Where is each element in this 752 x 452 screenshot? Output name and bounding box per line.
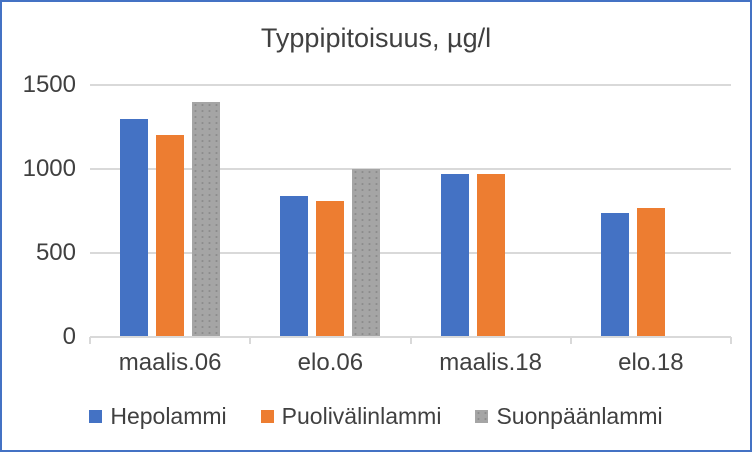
bar-slot: [513, 85, 541, 337]
bar-hepolammi: [440, 174, 469, 337]
x-axis-label-row: maalis.06 elo.06 maalis.18 elo.18: [90, 349, 731, 377]
axis-tick: [249, 337, 252, 344]
legend-label: Hepolammi: [110, 403, 227, 429]
y-tick-label: 1500: [22, 71, 76, 98]
legend-swatch-suonpaanlammi: [475, 410, 489, 423]
bar-slot: [600, 85, 629, 337]
chart-title: Typpipitoisuus, µg/l: [260, 23, 492, 53]
legend-label: Suonpäänlammi: [496, 403, 663, 429]
legend-label: Puolivälinlammi: [281, 403, 442, 429]
bar-slot: [316, 85, 345, 337]
bar-group: [411, 85, 571, 337]
legend-item: Hepolammi: [89, 403, 227, 430]
bar-slot: [673, 85, 701, 337]
bar-slot: [440, 85, 469, 337]
bar-puolivälinlammi: [476, 174, 505, 337]
bar-puolivälinlammi: [156, 135, 185, 337]
bar-puolivälinlammi: [636, 207, 665, 337]
legend-swatch-puolivalinlammi: [260, 410, 274, 423]
bar-groups: [90, 85, 731, 337]
bar-group: [90, 85, 250, 337]
legend-item: Puolivälinlammi: [260, 403, 442, 430]
bar-slot: [280, 85, 309, 337]
bar-slot: [120, 85, 149, 337]
bar-suonpäänlammi: [352, 169, 381, 337]
gridline: [90, 252, 731, 254]
axis-tick: [89, 337, 91, 344]
x-axis-label: elo.06: [297, 349, 364, 376]
axis-tick: [409, 337, 412, 344]
x-axis-label: elo.18: [618, 349, 684, 376]
bar-group: [250, 85, 410, 337]
bar-slot: [352, 85, 381, 337]
plot-area: [89, 84, 732, 344]
x-axis-ticks: [89, 337, 732, 344]
legend-swatch-hepolammi: [89, 410, 103, 423]
y-tick-label: 0: [62, 323, 76, 350]
axis-tick: [730, 337, 732, 344]
bar-hepolammi: [120, 118, 149, 337]
y-axis-labels: 0 500 1000 1500: [2, 71, 76, 350]
bar-slot: [156, 85, 185, 337]
legend-item: Suonpäänlammi: [475, 403, 663, 430]
gridline: [90, 84, 731, 86]
x-axis-label: maalis.06: [118, 349, 222, 376]
legend: Hepolammi Puolivälinlammi Suonpäänlammi: [2, 403, 750, 430]
bar-group: [571, 85, 731, 337]
bar-hepolammi: [600, 212, 629, 337]
gridline: [90, 168, 731, 170]
axis-tick: [569, 337, 572, 344]
bar-puolivälinlammi: [316, 200, 345, 337]
x-axis-label: maalis.18: [439, 349, 542, 376]
y-tick-label: 1000: [22, 155, 76, 182]
y-tick-label: 500: [35, 239, 76, 266]
bar-slot: [192, 85, 221, 337]
bar-slot: [636, 85, 665, 337]
bar-suonpäänlammi: [192, 101, 221, 337]
bar-slot: [476, 85, 505, 337]
bar-hepolammi: [280, 195, 309, 337]
